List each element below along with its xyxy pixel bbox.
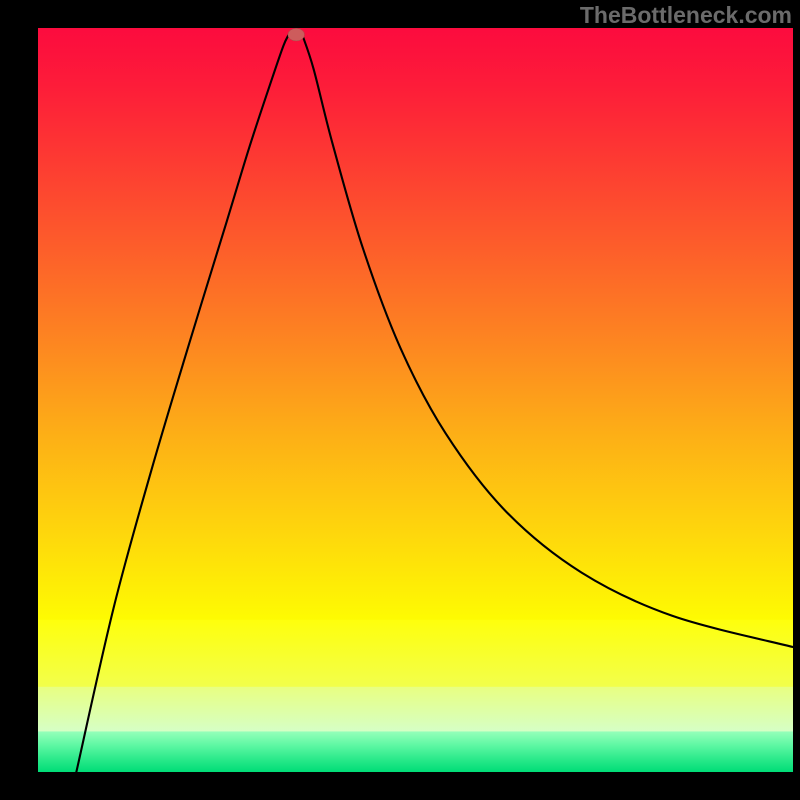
plot-svg [0, 0, 800, 800]
frame-border-2 [0, 0, 38, 800]
frame-border-1 [0, 772, 800, 800]
gradient-background [38, 28, 793, 772]
dip-marker [288, 28, 305, 41]
frame-border-3 [793, 0, 800, 800]
watermark-text: TheBottleneck.com [580, 2, 792, 29]
